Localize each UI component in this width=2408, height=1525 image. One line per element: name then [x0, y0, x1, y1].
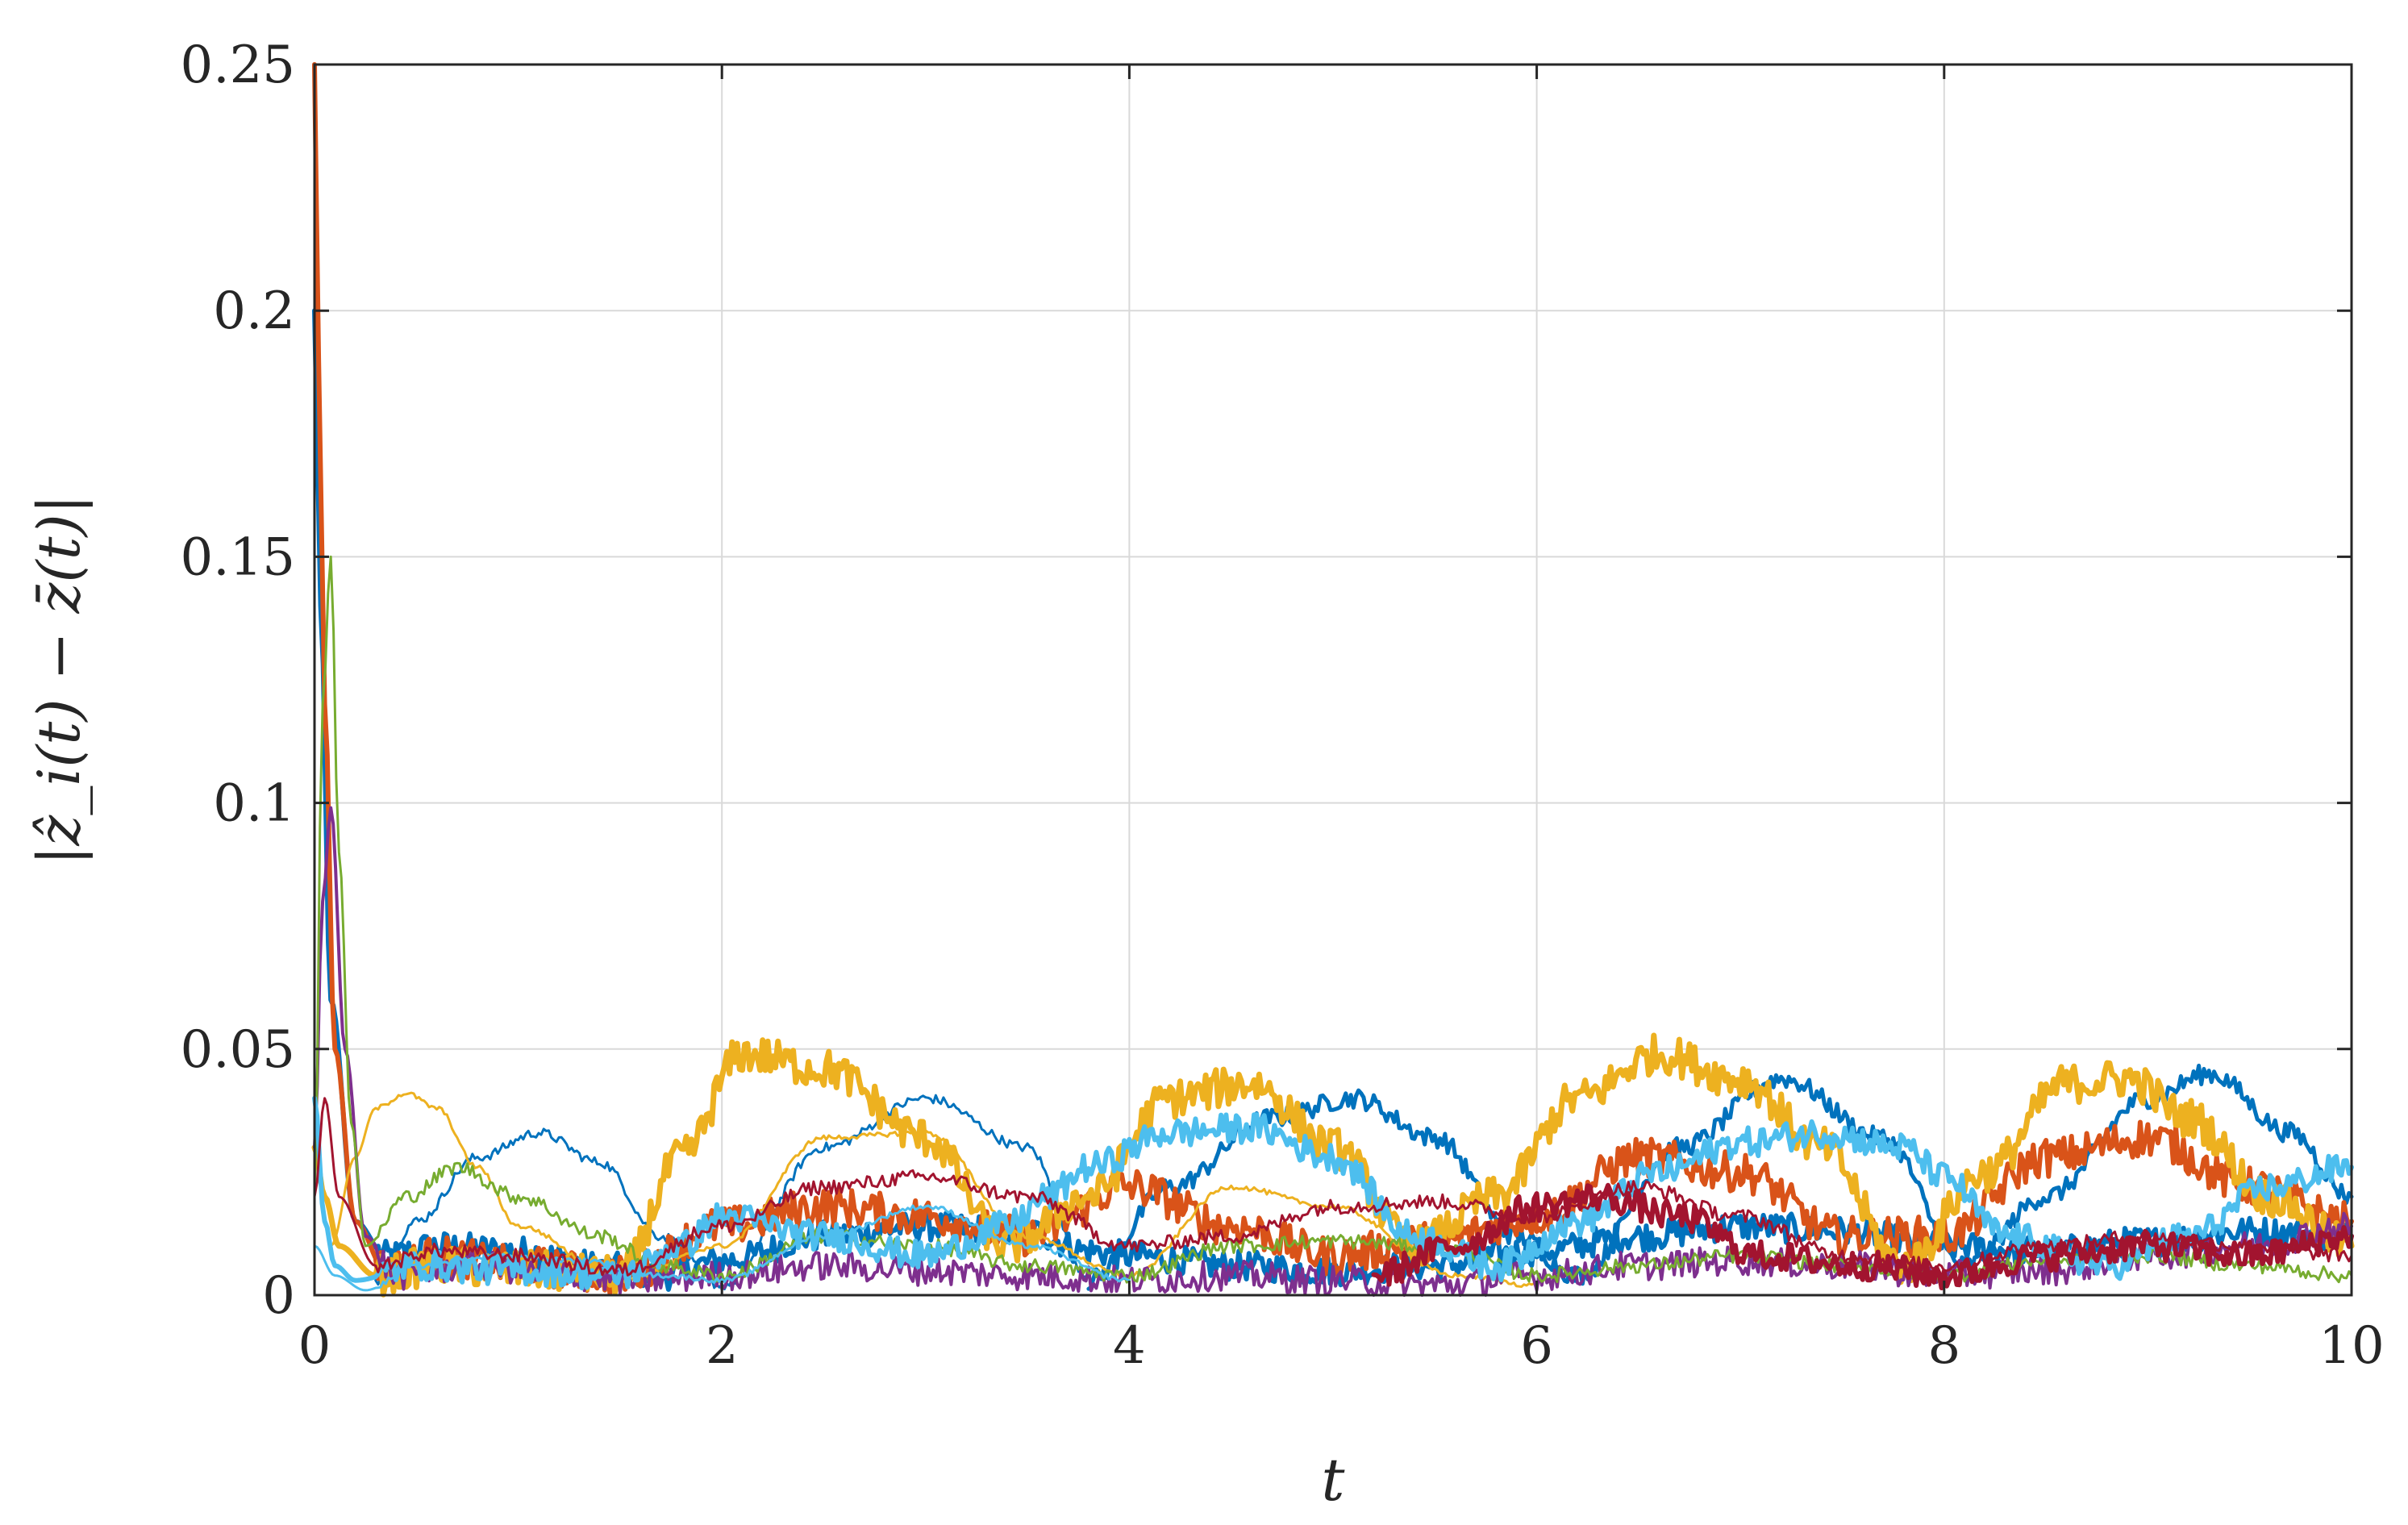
x-tick-label: 6	[1520, 1316, 1553, 1376]
y-tick-label: 0	[262, 1266, 295, 1326]
x-axis-label: t	[1322, 1446, 1346, 1514]
x-tick-label: 2	[706, 1316, 739, 1376]
tick-layer	[313, 63, 2353, 1297]
series-line	[311, 1032, 2355, 1298]
x-tick-label: 10	[2318, 1316, 2384, 1376]
y-axis-label: |ẑ_i(t) − z̄(t)|	[25, 494, 93, 865]
series-line	[313, 806, 2353, 1297]
y-tick-label: 0.2	[213, 281, 295, 341]
y-tick-label: 0.25	[181, 35, 296, 95]
plot-frame	[313, 63, 2353, 1297]
label-layer: 0 2 4 6 8 10 0 0.05 0.1 0.15 0.2 0.25	[181, 35, 2385, 1376]
series-line	[1371, 1182, 2354, 1290]
x-tick-label: 4	[1113, 1316, 1146, 1376]
series-line	[313, 1097, 2353, 1277]
y-tick-label: 0.1	[213, 774, 295, 834]
series-line	[312, 1095, 2354, 1290]
y-tick-label: 0.15	[181, 527, 296, 587]
series-line	[313, 1204, 1131, 1292]
x-tick-label: 8	[1927, 1316, 1960, 1376]
series-layer	[311, 62, 2355, 1298]
x-tick-label: 0	[298, 1316, 331, 1376]
y-tick-label: 0.05	[181, 1020, 296, 1080]
